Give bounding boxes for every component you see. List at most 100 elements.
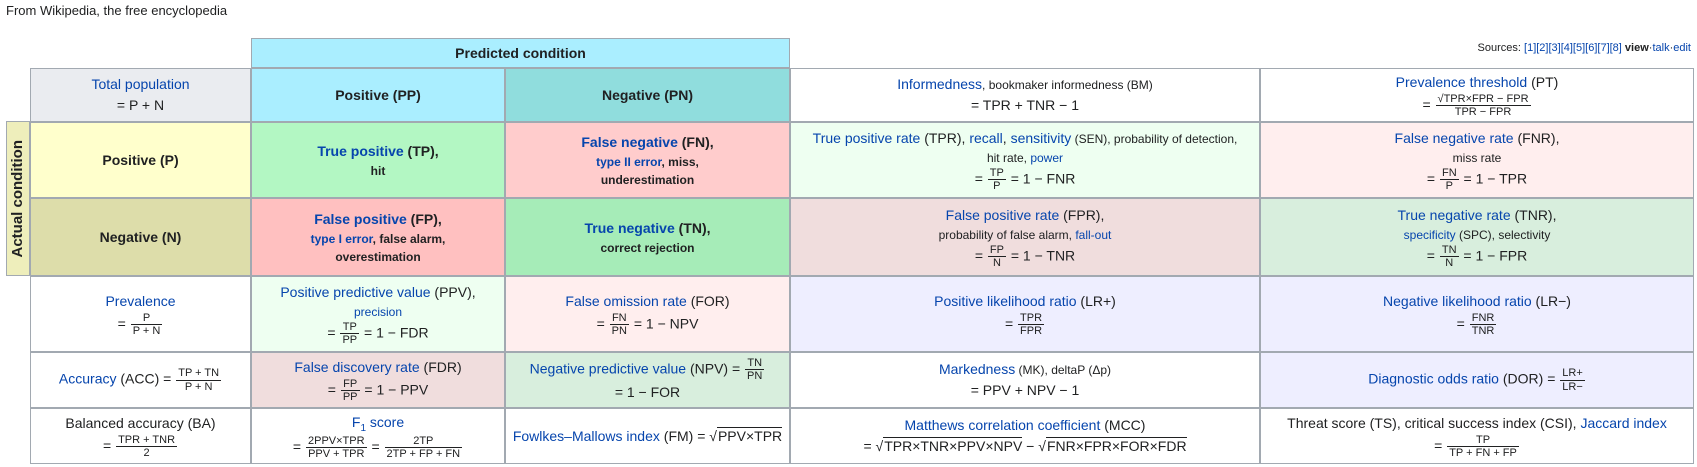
fpr-den: N bbox=[992, 257, 1001, 269]
recall-link[interactable]: recall bbox=[969, 129, 1003, 146]
fpr-sub: probability of false alarm, bbox=[938, 227, 1076, 242]
fdr-cell: False discovery rate (FDR) = FP PP = 1 − … bbox=[251, 352, 505, 408]
mcc-rad1: TPR×TNR×PPV×NPV bbox=[883, 437, 1023, 454]
fnr-tail: = 1 − TPR bbox=[1463, 170, 1528, 187]
f1-score-link[interactable]: F1 score bbox=[352, 412, 404, 436]
precision-link[interactable]: precision bbox=[353, 304, 403, 319]
fpr-abbr: (FPR), bbox=[1059, 206, 1105, 223]
mcc-minus: − √ bbox=[1022, 438, 1046, 454]
jaccard-index-link[interactable]: Jaccard index bbox=[1580, 414, 1667, 431]
predicted-positive-label: Positive (PP) bbox=[335, 86, 421, 103]
fdr-num: FP bbox=[340, 378, 360, 391]
npv-link[interactable]: Negative predictive value bbox=[529, 360, 687, 377]
lrn-den: TNR bbox=[1471, 325, 1495, 337]
for-den: PN bbox=[611, 325, 627, 337]
tpr-link[interactable]: True positive rate bbox=[812, 129, 921, 146]
ppv-den: PP bbox=[342, 334, 358, 346]
ppv-abbr: (PPV), bbox=[430, 283, 476, 300]
npv-den: PN bbox=[747, 370, 763, 382]
markedness-link[interactable]: Markedness bbox=[938, 361, 1016, 377]
lr-negative-cell: Negative likelihood ratio (LR−) = FNR TNR bbox=[1260, 276, 1694, 352]
tp-abbr: (TP), bbox=[403, 142, 439, 159]
predicted-negative-label: Negative (PN) bbox=[601, 86, 694, 103]
sources-links: Sources: [1][2][3][4][5][6][7][8] view·t… bbox=[1478, 42, 1691, 54]
type-i-error-link[interactable]: type I error bbox=[310, 231, 373, 246]
sources-refs-link[interactable]: [1][2][3][4][5][6][7][8] bbox=[1524, 42, 1622, 54]
tpr-line2: hit rate, bbox=[986, 150, 1031, 165]
ppv-cell: Positive predictive value (PPV), precisi… bbox=[251, 276, 505, 352]
fpr-link[interactable]: False positive rate bbox=[945, 206, 1060, 223]
prevalence-threshold-link[interactable]: Prevalence threshold bbox=[1395, 73, 1528, 90]
mcc-link[interactable]: Matthews correlation coefficient bbox=[904, 417, 1101, 433]
fnr-fraction: FN P bbox=[1439, 167, 1459, 192]
fm-radicand: PPV×TPR bbox=[716, 426, 783, 444]
tpr-num: TP bbox=[987, 166, 1006, 180]
pt-eq: = bbox=[1422, 96, 1431, 113]
fn-sub2: underestimation bbox=[600, 172, 695, 187]
ppv-num: TP bbox=[340, 321, 360, 334]
power-link[interactable]: power bbox=[1030, 150, 1064, 165]
type-ii-error-link[interactable]: type II error bbox=[596, 154, 662, 169]
markedness-cell: Markedness (MK), deltaP (Δp) = PPV + NPV… bbox=[790, 352, 1260, 408]
f1-title-b: score bbox=[366, 413, 405, 430]
balanced-accuracy-cell: Balanced accuracy (BA) = TPR + TNR 2 bbox=[30, 408, 251, 464]
false-negative-link[interactable]: False negative bbox=[581, 133, 678, 150]
actual-positive-label: Positive (P) bbox=[102, 151, 179, 168]
edit-link[interactable]: edit bbox=[1673, 42, 1691, 54]
ppv-eq: = bbox=[327, 324, 336, 341]
total-population-link[interactable]: Total population bbox=[91, 76, 190, 92]
ts-eq: = bbox=[1434, 437, 1443, 454]
accuracy-cell: Accuracy (ACC) = TP + TN P + N bbox=[30, 352, 251, 408]
true-negative-link[interactable]: True negative bbox=[584, 219, 675, 236]
tnr-tail: = 1 − FPR bbox=[1463, 247, 1528, 264]
dor-num: LR+ bbox=[1560, 367, 1585, 381]
false-positive-link[interactable]: False positive bbox=[314, 210, 407, 227]
sensitivity-link[interactable]: sensitivity bbox=[1010, 129, 1072, 146]
fowlkes-mallows-cell: Fowlkes–Mallows index (FM) = √PPV×TPR bbox=[505, 408, 790, 464]
talk-link[interactable]: talk bbox=[1652, 42, 1670, 54]
fnr-den: P bbox=[1445, 180, 1453, 192]
informedness-cell: Informedness, bookmaker informedness (BM… bbox=[790, 68, 1260, 122]
fnr-abbr: (FNR), bbox=[1513, 129, 1560, 146]
tpr-rest: (SEN), probability of detection, bbox=[1071, 131, 1238, 146]
tpr-eq: = bbox=[974, 170, 983, 187]
tnr-num: TN bbox=[1439, 243, 1459, 257]
prevalence-link[interactable]: Prevalence bbox=[105, 292, 176, 309]
fdr-link[interactable]: False discovery rate bbox=[294, 358, 420, 375]
acc-fraction: TP + TN P + N bbox=[176, 367, 222, 393]
page-tagline: From Wikipedia, the free encyclopedia bbox=[6, 3, 228, 18]
tnr-den: N bbox=[1445, 257, 1454, 269]
tnr-link[interactable]: True negative rate bbox=[1397, 206, 1511, 223]
for-tail: = 1 − NPV bbox=[633, 315, 699, 332]
f1-num: 2PPV×TPR bbox=[305, 435, 367, 449]
lr-positive-link[interactable]: Positive likelihood ratio bbox=[934, 292, 1077, 309]
fall-out-link[interactable]: fall-out bbox=[1075, 227, 1112, 242]
ts-num: TP bbox=[1447, 434, 1519, 447]
npv-fraction: TN PN bbox=[745, 357, 765, 382]
ba-num: TPR + TNR bbox=[116, 433, 178, 447]
dor-link[interactable]: Diagnostic odds ratio bbox=[1368, 370, 1499, 387]
lr-negative-link[interactable]: Negative likelihood ratio bbox=[1383, 292, 1532, 309]
actual-negative-header: Negative (N) bbox=[30, 198, 251, 276]
lr-positive-cell: Positive likelihood ratio (LR+) = TPR FPR bbox=[790, 276, 1260, 352]
tnr-eq: = bbox=[1426, 247, 1435, 264]
for-num: FN bbox=[609, 312, 629, 325]
lrn-fraction: FNR TNR bbox=[1469, 312, 1497, 337]
view-link[interactable]: view bbox=[1624, 42, 1649, 54]
f1-sub: 1 bbox=[360, 422, 366, 434]
fnr-eq: = bbox=[1426, 170, 1436, 187]
actual-positive-header: Positive (P) bbox=[30, 122, 251, 198]
fpr-fraction: FP N bbox=[987, 244, 1006, 269]
true-positive-link[interactable]: True positive bbox=[317, 142, 404, 159]
informedness-link[interactable]: Informedness bbox=[897, 76, 983, 92]
for-link[interactable]: False omission rate bbox=[565, 292, 687, 309]
tn-sub: correct rejection bbox=[600, 240, 695, 255]
fpr-eq: = bbox=[974, 247, 983, 264]
tpr-fraction: TP P bbox=[987, 166, 1006, 192]
accuracy-link[interactable]: Accuracy bbox=[58, 370, 117, 387]
tnr-rest: (SPC), selectivity bbox=[1455, 227, 1551, 242]
ppv-link[interactable]: Positive predictive value bbox=[280, 283, 431, 300]
specificity-link[interactable]: specificity bbox=[1403, 227, 1456, 242]
fnr-link[interactable]: False negative rate bbox=[1394, 129, 1514, 146]
fowlkes-mallows-link[interactable]: Fowlkes–Mallows index bbox=[512, 427, 660, 444]
